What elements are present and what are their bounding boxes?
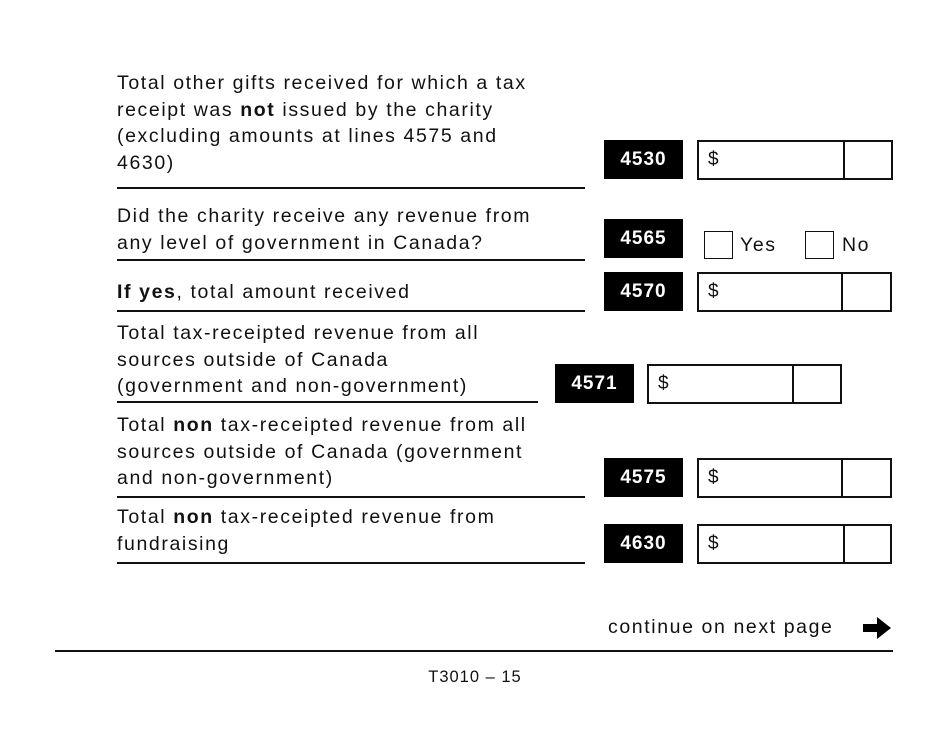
text: Total <box>117 414 174 436</box>
currency: $ <box>708 467 719 488</box>
currency: $ <box>708 281 719 302</box>
continue-text: continue on next page <box>608 616 834 638</box>
amount-field[interactable]: $ <box>697 524 892 564</box>
question: Total non tax-receipted revenue from fund… <box>117 504 495 557</box>
line-code: 4630 <box>604 524 683 563</box>
line-code: 4575 <box>604 458 683 497</box>
rule <box>117 310 585 312</box>
option-label: Yes <box>740 234 777 256</box>
text: Total tax-receipted revenue from all <box>117 322 480 344</box>
question: Total tax-receipted revenue from all sour… <box>117 320 479 400</box>
checkbox[interactable] <box>805 231 834 259</box>
text: receipt was <box>117 98 241 121</box>
rule <box>55 650 893 652</box>
rule <box>117 496 585 498</box>
question: If yes, total amount received <box>117 279 411 306</box>
text: any level of government in Canada? <box>117 231 484 254</box>
question: Did the charity receive any revenue from… <box>117 203 531 256</box>
amount-field[interactable]: $ <box>697 458 892 498</box>
rule <box>117 401 538 403</box>
rule <box>117 187 585 189</box>
text: (excluding amounts at lines 4575 and <box>117 125 498 147</box>
divider <box>841 460 843 496</box>
line-code: 4530 <box>604 140 683 179</box>
text: fundraising <box>117 532 230 555</box>
divider <box>843 526 845 562</box>
arrow-icon <box>863 617 891 639</box>
amount-field[interactable]: $ <box>697 140 893 180</box>
checkbox[interactable] <box>704 231 733 259</box>
text: sources outside of Canada (government <box>117 440 524 463</box>
line-code: 4565 <box>604 219 683 258</box>
currency: $ <box>708 149 719 170</box>
amount-field[interactable]: $ <box>647 364 842 404</box>
text: tax-receipted revenue from <box>213 506 496 528</box>
question: Total other gifts received for which a t… <box>117 70 527 176</box>
text: non <box>173 414 214 436</box>
amount-field[interactable]: $ <box>697 272 892 312</box>
text: Total <box>117 506 174 528</box>
divider <box>843 142 845 178</box>
divider <box>841 274 843 310</box>
text: If yes <box>117 281 177 303</box>
currency: $ <box>708 533 719 554</box>
page-number: T3010 – 15 <box>428 668 522 686</box>
rule <box>117 562 585 564</box>
text: issued by the charity <box>275 98 494 121</box>
text: non <box>173 506 214 528</box>
option-label: No <box>842 234 871 256</box>
text: 4630) <box>117 151 175 174</box>
text: and non-government) <box>117 467 334 489</box>
text: Total other gifts received for which a t… <box>117 72 527 94</box>
line-code: 4571 <box>555 364 634 403</box>
text: Did the charity receive any revenue from <box>117 205 532 227</box>
question: Total non tax-receipted revenue from all… <box>117 412 527 492</box>
text: , total amount received <box>176 281 411 303</box>
text: (government and non-government) <box>117 375 468 397</box>
line-code: 4570 <box>604 272 683 311</box>
divider <box>792 366 794 402</box>
text: sources outside of Canada <box>117 348 389 371</box>
text: tax-receipted revenue from all <box>213 414 527 436</box>
text: not <box>240 98 276 121</box>
rule <box>117 259 585 261</box>
currency: $ <box>658 373 669 394</box>
